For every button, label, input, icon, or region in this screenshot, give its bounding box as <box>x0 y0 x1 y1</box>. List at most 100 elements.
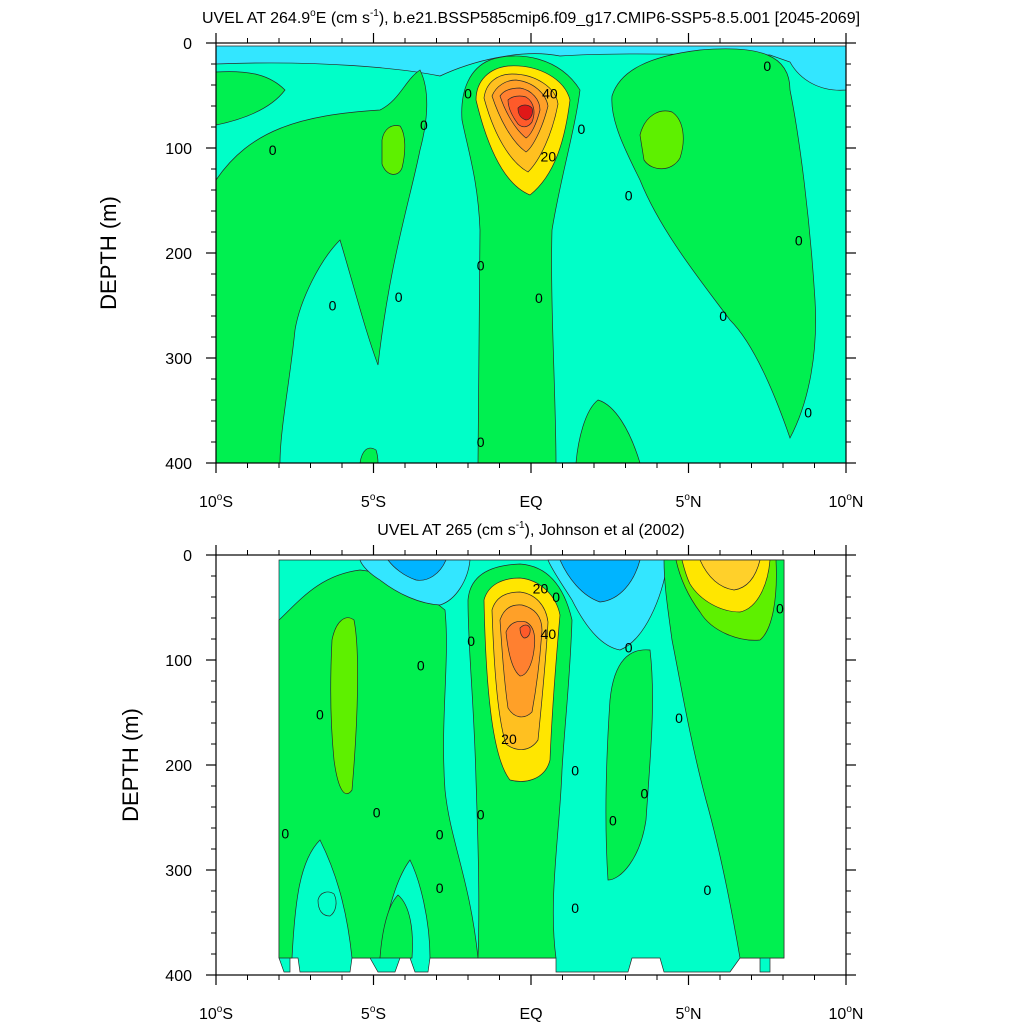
x-tick-degree: o <box>370 1004 376 1015</box>
x-tick-num: EQ <box>519 494 542 511</box>
x-tick-label: 5oS <box>361 492 386 511</box>
contour-label: 0 <box>804 405 812 421</box>
x-tick-num: EQ <box>519 1006 542 1023</box>
panel-2-title: UVEL AT 265 (cm s-1), Johnson et al (200… <box>377 520 684 539</box>
panel-1-title: UVEL AT 264.9oE (cm s-1), b.e21.BSSP585c… <box>202 8 860 27</box>
x-tick-hemisphere: S <box>222 494 233 511</box>
x-tick-label: 5oN <box>675 1004 701 1023</box>
contour-label: 0 <box>795 232 803 248</box>
contour-label: 40 <box>542 85 558 101</box>
contour-label: 0 <box>316 707 324 723</box>
field-west-lobe-top <box>216 71 286 126</box>
x-tick-degree: o <box>217 1004 223 1015</box>
contour-label: 0 <box>281 825 289 841</box>
field-east-big <box>663 559 785 959</box>
contour-label: 0 <box>625 639 633 655</box>
field-east-green <box>605 649 653 881</box>
panel-1: UVEL AT 264.9oE (cm s-1), b.e21.BSSP585c… <box>96 8 863 511</box>
x-tick-hemisphere: S <box>375 494 386 511</box>
panel-1-contour-field <box>216 45 846 463</box>
contour-label: 0 <box>625 187 633 203</box>
contour-label: 0 <box>641 785 649 801</box>
contour-label: 0 <box>675 710 683 726</box>
contour-label: 0 <box>436 880 444 896</box>
x-tick-hemisphere: S <box>222 1006 233 1023</box>
y-tick-label: 0 <box>183 36 192 53</box>
panel-2-contour-field <box>278 559 785 973</box>
contour-label: 0 <box>763 58 771 74</box>
field-surface-east-deep <box>559 559 641 603</box>
x-tick-num: 10 <box>829 1006 847 1023</box>
x-tick-hemisphere: N <box>852 494 864 511</box>
x-tick-num: 5 <box>675 494 684 511</box>
contour-label: 0 <box>329 298 337 314</box>
x-tick-hemisphere: N <box>690 1006 702 1023</box>
contour-label: 20 <box>541 148 557 164</box>
x-tick-degree: o <box>684 1004 690 1015</box>
contour-label: 0 <box>552 589 560 605</box>
field-west-pocket <box>379 894 413 959</box>
x-tick-label: 5oS <box>361 1004 386 1023</box>
field-west-inner <box>330 617 358 795</box>
field-deep-west <box>359 447 379 463</box>
contour-label: 0 <box>395 289 403 305</box>
x-tick-label: 10oS <box>199 1004 233 1023</box>
contour-label: 0 <box>535 290 543 306</box>
y-tick-label: 300 <box>165 863 192 880</box>
panel-2-x-axis: 10oS 5oS EQ 5oN 10oN <box>199 545 863 1023</box>
x-tick-label: 10oN <box>829 492 864 511</box>
x-tick-hemisphere: N <box>690 494 702 511</box>
field-east-orange <box>699 559 761 591</box>
contour-label: 0 <box>776 601 784 617</box>
contour-label: 0 <box>578 121 586 137</box>
panel-1-contour-labels: 40 20 0 0 0 0 0 0 0 0 0 0 0 0 0 0 <box>269 58 813 450</box>
x-tick-degree: o <box>370 492 376 503</box>
contour-label: 0 <box>719 308 727 324</box>
contour-label: 0 <box>269 142 277 158</box>
y-tick-label: 100 <box>165 141 192 158</box>
contour-label: 0 <box>420 117 428 133</box>
field-surface-westward <box>216 45 846 91</box>
x-tick-num: 5 <box>361 494 370 511</box>
contour-label: 0 <box>417 657 425 673</box>
panel-1-x-axis: 10oS 5oS EQ 5oN 10oN <box>199 33 863 511</box>
x-tick-label: 10oN <box>829 1004 864 1023</box>
contour-label: 40 <box>541 626 557 642</box>
contour-label: 0 <box>477 258 485 274</box>
contour-label: 0 <box>704 882 712 898</box>
x-tick-num: 10 <box>829 494 847 511</box>
x-tick-label: EQ <box>519 1006 542 1023</box>
x-tick-hemisphere: S <box>375 1006 386 1023</box>
x-tick-num: 10 <box>199 1006 217 1023</box>
x-tick-num: 10 <box>199 494 217 511</box>
field-eq-red2 <box>517 104 533 121</box>
x-tick-degree: o <box>846 1004 852 1015</box>
field-surface-west-deep <box>387 559 447 581</box>
contour-label: 0 <box>436 826 444 842</box>
contour-label: 0 <box>477 806 485 822</box>
y-tick-label: 200 <box>165 246 192 263</box>
x-tick-num: 5 <box>675 1006 684 1023</box>
x-tick-degree: o <box>217 492 223 503</box>
contour-label: 20 <box>533 581 549 597</box>
field-eq-red <box>519 624 531 639</box>
y-tick-label: 400 <box>165 456 192 473</box>
contour-label: 20 <box>501 731 517 747</box>
field-west-lobe <box>216 69 428 463</box>
field-surface-west-blue <box>359 559 471 606</box>
contour-label: 0 <box>609 813 617 829</box>
field-deep-pocket <box>317 891 337 917</box>
x-tick-label: EQ <box>519 494 542 511</box>
x-tick-label: 5oN <box>675 492 701 511</box>
panel-2-y-axis-label: DEPTH (m) <box>118 708 143 822</box>
contour-label: 0 <box>477 434 485 450</box>
contour-label: 0 <box>467 633 475 649</box>
y-tick-label: 400 <box>165 968 192 985</box>
contour-label: 0 <box>464 85 472 101</box>
y-tick-label: 100 <box>165 653 192 670</box>
y-tick-label: 200 <box>165 758 192 775</box>
